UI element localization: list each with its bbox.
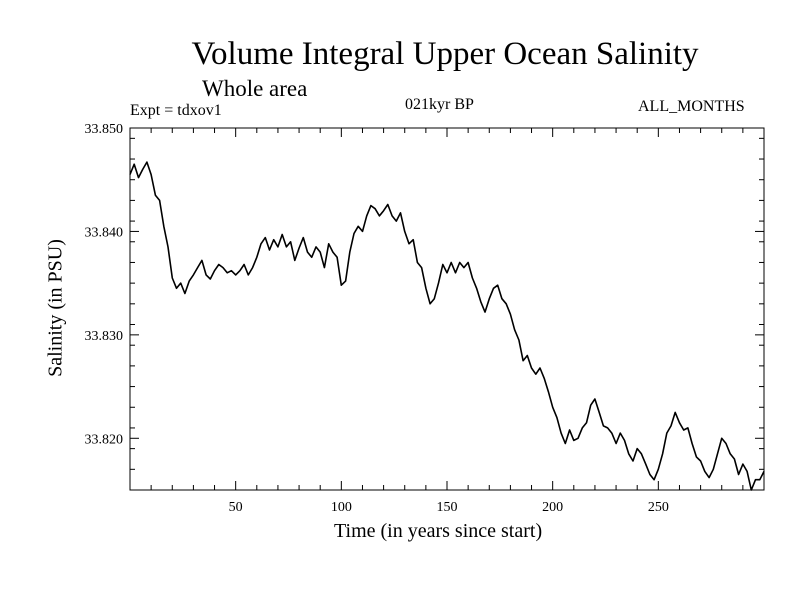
months-label: ALL_MONTHS: [638, 98, 745, 115]
x-tick-label: 50: [229, 500, 243, 515]
y-tick-label: 33.850: [85, 122, 124, 137]
x-tick-label: 100: [331, 500, 352, 515]
x-axis-label: Time (in years since start): [334, 520, 543, 542]
chart-subtitle: Whole area: [202, 76, 308, 101]
series-layer: [129, 161, 765, 491]
period-label: 021kyr BP: [405, 96, 474, 113]
series-line: [129, 161, 765, 491]
chart-title: Volume Integral Upper Ocean Salinity: [191, 36, 699, 72]
x-tick-label: 250: [648, 500, 669, 515]
experiment-label: Expt = tdxov1: [130, 102, 222, 119]
x-tick-label: 200: [542, 500, 563, 515]
x-tick-label: 150: [437, 500, 458, 515]
y-tick-label: 33.840: [85, 225, 124, 240]
y-tick-label: 33.830: [85, 329, 124, 344]
plot-frame: [129, 127, 765, 491]
axis-ticks: 50 100 150 200 250 33.820 33.830 33.840 33.850: [85, 122, 764, 515]
y-tick-label: 33.820: [85, 432, 124, 447]
